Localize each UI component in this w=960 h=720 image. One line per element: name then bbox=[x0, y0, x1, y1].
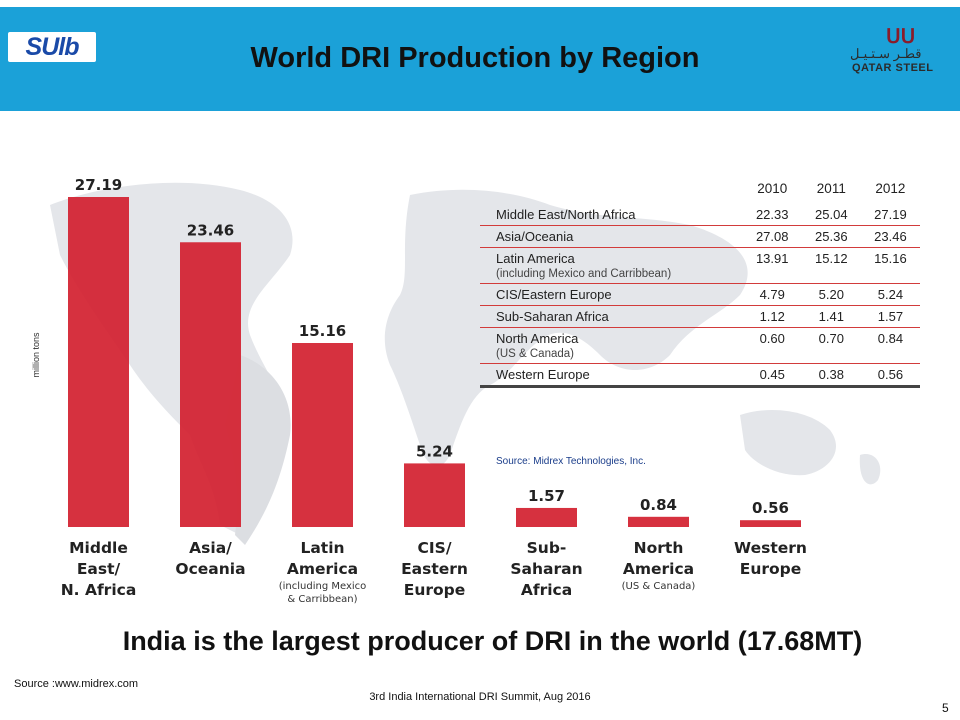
category-label-1-0: Asia/ bbox=[189, 539, 232, 557]
table-cell-region: Sub-Saharan Africa bbox=[480, 305, 743, 328]
table-row: Middle East/North Africa 22.33 25.04 27.… bbox=[480, 204, 920, 226]
table-row: Western Europe 0.45 0.38 0.56 bbox=[480, 363, 920, 388]
category-label-3-0: CIS/ bbox=[418, 539, 452, 557]
table-row: CIS/Eastern Europe 4.79 5.20 5.24 bbox=[480, 283, 920, 306]
table-header-2010: 2010 bbox=[757, 180, 788, 196]
logo-mark: ᑌᑌ bbox=[886, 26, 916, 48]
category-label-5-1: America bbox=[623, 560, 694, 578]
table-cell: 5.24 bbox=[860, 283, 920, 306]
category-label-3-2: Europe bbox=[404, 581, 466, 599]
table-cell: 5.20 bbox=[801, 283, 861, 306]
category-label-4-1: Saharan bbox=[510, 560, 582, 578]
bar-2 bbox=[292, 343, 353, 527]
table-cell: 0.56 bbox=[860, 363, 920, 388]
category-label-2-0: Latin bbox=[300, 539, 344, 557]
category-label-6-1: Europe bbox=[740, 560, 802, 578]
table-row: Latin America (including Mexico and Carri… bbox=[480, 247, 920, 284]
category-note-5-0: (US & Canada) bbox=[622, 581, 696, 592]
bar-0 bbox=[68, 197, 129, 527]
table-row: Sub-Saharan Africa 1.12 1.41 1.57 bbox=[480, 305, 920, 328]
value-label-5: 0.84 bbox=[640, 496, 677, 514]
table-header-row: 2010 2011 2012 bbox=[480, 172, 920, 204]
logo-arabic-text: قطـر سـتـيـل bbox=[850, 46, 922, 61]
value-label-1: 23.46 bbox=[187, 221, 234, 239]
table-cell: 13.91 bbox=[742, 247, 802, 284]
source-text: Source :www.midrex.com bbox=[14, 678, 139, 690]
value-label-0: 27.19 bbox=[75, 176, 122, 194]
value-label-2: 15.16 bbox=[299, 322, 346, 340]
table-cell: 1.57 bbox=[860, 305, 920, 328]
table-source-note: Source: Midrex Technologies, Inc. bbox=[496, 456, 646, 467]
header-bar bbox=[0, 7, 960, 111]
table-cell-subnote: (including Mexico and Carribbean) bbox=[496, 268, 672, 280]
category-label-0-1: East/ bbox=[77, 560, 121, 578]
category-label-0-0: Middle bbox=[69, 539, 128, 557]
table-cell: 1.41 bbox=[801, 305, 861, 328]
bar-4 bbox=[516, 507, 577, 527]
table-cell-region: CIS/Eastern Europe bbox=[480, 283, 743, 306]
category-label-5-0: North bbox=[634, 539, 684, 557]
left-logo: SUlb bbox=[8, 32, 96, 62]
table-cell: 27.19 bbox=[860, 204, 920, 226]
bar-3 bbox=[404, 463, 465, 527]
y-axis-label-container: million tons bbox=[26, 300, 41, 420]
table-cell: 0.45 bbox=[742, 363, 802, 388]
table-cell-region: Middle East/North Africa bbox=[480, 204, 743, 226]
bar-1 bbox=[180, 242, 241, 527]
table-cell: 25.36 bbox=[801, 225, 861, 248]
table-cell: 25.04 bbox=[801, 204, 861, 226]
table-cell: 0.60 bbox=[742, 327, 802, 364]
table-cell-subnote: (US & Canada) bbox=[496, 348, 574, 360]
table-cell: 0.70 bbox=[801, 327, 861, 364]
table-cell: 15.16 bbox=[860, 247, 920, 284]
table-cell: 4.79 bbox=[742, 283, 802, 306]
category-label-4-0: Sub- bbox=[527, 539, 567, 557]
category-label-2-1: America bbox=[287, 560, 358, 578]
table-cell: 0.38 bbox=[801, 363, 861, 388]
table-cell-region: North America (US & Canada) bbox=[480, 327, 743, 364]
table-cell: 1.12 bbox=[742, 305, 802, 328]
value-label-3: 5.24 bbox=[416, 442, 453, 460]
table-header-region bbox=[480, 172, 743, 204]
table-cell-region: Latin America (including Mexico and Carri… bbox=[480, 247, 743, 284]
table-header-2012: 2012 bbox=[875, 180, 906, 196]
category-label-3-1: Eastern bbox=[401, 560, 468, 578]
table-cell: 15.12 bbox=[801, 247, 861, 284]
category-note-2-0: (including Mexico bbox=[279, 581, 367, 592]
value-label-6: 0.56 bbox=[752, 499, 789, 517]
table-cell: 0.84 bbox=[860, 327, 920, 364]
category-label-1-1: Oceania bbox=[175, 560, 245, 578]
table-cell: 22.33 bbox=[742, 204, 802, 226]
page-number: 5 bbox=[942, 701, 949, 715]
logo-english-text: QATAR STEEL bbox=[852, 62, 934, 74]
category-label-0-2: N. Africa bbox=[61, 581, 137, 599]
conclusion-text: India is the largest producer of DRI in … bbox=[122, 626, 863, 656]
table-cell: 23.46 bbox=[860, 225, 920, 248]
slide-title: World DRI Production by Region bbox=[250, 42, 700, 74]
table-row: North America (US & Canada) 0.60 0.70 0.8… bbox=[480, 327, 920, 364]
table-row: Asia/Oceania 27.08 25.36 23.46 bbox=[480, 225, 920, 248]
category-label-6-0: Western bbox=[734, 539, 807, 557]
table-cell: 27.08 bbox=[742, 225, 802, 248]
value-label-4: 1.57 bbox=[528, 487, 565, 505]
data-table: 2010 2011 2012 Middle East/North Africa … bbox=[480, 172, 920, 388]
table-header-2011: 2011 bbox=[816, 180, 846, 196]
bar-6 bbox=[740, 520, 801, 527]
table-cell-region: Western Europe bbox=[480, 363, 743, 388]
footer-text: 3rd India International DRI Summit, Aug … bbox=[369, 691, 591, 703]
qatar-steel-logo: ᑌᑌ قطـر سـتـيـل QATAR STEEL bbox=[840, 24, 952, 80]
table-cell-region: Asia/Oceania bbox=[480, 225, 743, 248]
bar-5 bbox=[628, 516, 689, 527]
category-note-2-1: & Carribbean) bbox=[287, 594, 357, 605]
category-label-4-2: Africa bbox=[521, 581, 572, 599]
